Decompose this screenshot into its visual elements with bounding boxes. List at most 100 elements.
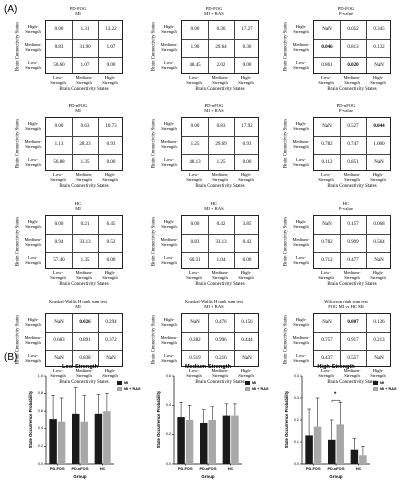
x-tick-label: PD-nFOG [327,467,345,471]
matrix-cell: 0.782 [321,240,333,245]
matrix-x-axis-label: Brain Connectivity States [195,380,245,385]
y-axis-text: Brain Connectivity States [15,118,21,169]
matrix-grid: NaN 0.007 0.136 0.757 0.917 0.213 0.437 0.557 Na… [313,313,391,367]
matrix-cell: 0.282 [189,338,201,343]
matrix-cell: 0.294 [105,320,117,325]
chart-title: Low-Strength [61,364,99,370]
chart-legend: MI MI + RAS [117,380,141,392]
column-label: Medium- Strength [211,172,229,182]
row-label: High- Strength [293,121,309,131]
matrix-cell: 0.477 [347,258,359,263]
matrix-x-axis-label: Brain Connectivity States [327,380,377,385]
row-label: Low- Strength [161,157,177,167]
matrix-title: PD-nFOG P-value [336,103,356,114]
column-label: Low- Strength [186,270,202,280]
row-label: Medium- Strength [160,42,178,52]
matrix-cell: 17.92 [241,124,253,129]
matrix-cell: 0.557 [347,356,359,361]
row-label: Low- Strength [293,157,309,167]
row-label: Low- Strength [293,353,309,363]
matrix-cell: 0.156 [241,320,253,325]
matrix-cell: 0.851 [347,160,359,165]
matrix-cell: 0.444 [241,338,253,343]
column-label: Medium- Strength [75,172,93,182]
matrix-grid: NaN 0.527 0.044 0.782 0.747 1.000 0.112 0.851 Na… [313,117,391,171]
matrix-cell: 0.782 [321,142,333,147]
bar [305,435,313,464]
matrix-x-axis-label: Brain Connectivity States [195,184,245,189]
bar [177,417,185,464]
matrix-cell: 0.757 [321,338,333,343]
grid-line [46,57,122,58]
grid-line [314,350,390,351]
matrix-cell: 0.21 [80,222,90,227]
y-tick-label: 0.8 [37,391,43,396]
column-label: Low- Strength [50,75,66,85]
grid-line [46,252,122,253]
bar-chart: Low-Strength State Occurrence Probability… [22,362,142,487]
matrix-cell: 0.216 [215,356,227,361]
matrix-cell: 0.94 [54,240,64,245]
matrix-grid: NaN 0.026 0.294 0.683 0.891 0.372 NaN 0.838 NaN [45,313,123,367]
matrix-cell: 17.27 [241,27,253,32]
matrix-cell: 0.046 [321,45,333,50]
matrix-cell: 1.07 [80,63,90,68]
matrix-y-axis-label: Brain Connectivity States [151,217,157,266]
row-label: Low- Strength [161,60,177,70]
row-label: Medium- Strength [160,237,178,247]
matrix-title: HC MI [74,201,82,212]
bar [231,415,239,464]
transition-matrix: PD-nFOG MI Brain Connectivity States High- S… [16,103,134,193]
grid-line [314,39,390,40]
grid-line [366,21,367,73]
chart-legend: MI MI + RAS [245,380,269,392]
grid-line [234,216,235,268]
grid-line [182,39,258,40]
matrix-cell: 0.020 [347,63,359,68]
grid-line [98,216,99,268]
row-label: High- Strength [25,121,41,131]
grid-line [72,216,73,268]
column-label: Medium- Strength [211,368,229,378]
chart-plot [172,375,242,466]
grid-line [366,216,367,268]
matrix-title: HC MI + RAS [204,201,224,212]
grid-line [314,252,390,253]
matrix-cell: 0.476 [215,320,227,325]
y-tick-label: 0.0 [165,461,171,466]
bar [208,420,216,464]
row-label: Medium- Strength [24,237,42,247]
matrix-cell: 1.04 [216,258,226,263]
matrix-cell: 1.25 [190,142,200,147]
matrix-cell: 48.13 [189,160,201,165]
grid-line [314,57,390,58]
grid-line [314,234,390,235]
grid-line [234,314,235,366]
grid-line [340,118,341,170]
column-label: Medium- Strength [343,172,361,182]
matrix-cell: 1.13 [54,142,64,147]
chart-title: High-Strength [317,364,355,370]
legend-label: MI + RAS [124,387,141,391]
matrix-cell: 0.83 [54,45,64,50]
matrix-cell: NaN [322,27,332,32]
y-axis-text: Brain Connectivity States [283,21,289,72]
column-label: Low- Strength [318,368,334,378]
row-label: High- Strength [25,24,41,34]
matrix-cell: 0.00 [106,63,116,68]
matrix-cell: 0.00 [54,222,64,227]
matrix-cell: 0.42 [216,222,226,227]
row-label: Medium- Strength [24,42,42,52]
matrix-cell: 0.00 [106,160,116,165]
grid-line [72,118,73,170]
bar [328,439,336,464]
column-label: High- Strength [238,75,254,85]
matrix-cell: 0.00 [190,222,200,227]
y-axis-text: Brain Connectivity States [151,21,157,72]
row-label: Low- Strength [25,60,41,70]
matrix-cell: 56.88 [53,160,65,165]
bar [57,421,66,464]
matrix-cell: 3.85 [242,222,252,227]
matrix-x-axis-label: Brain Connectivity States [195,87,245,92]
bar [80,421,88,464]
